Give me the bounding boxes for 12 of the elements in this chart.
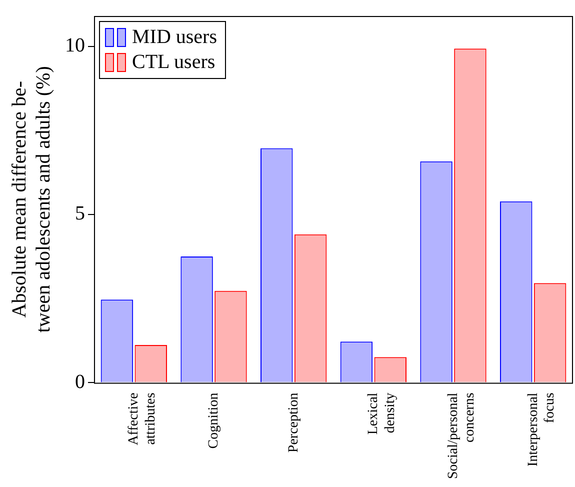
legend-label: MID users (132, 25, 217, 50)
y-tick-label: 5 (75, 202, 85, 225)
legend-label: CTL users (132, 50, 216, 75)
x-tick-label: Perception (286, 392, 302, 453)
x-tick-label: Interpersonal focus (526, 392, 558, 467)
y-tick-label: 10 (65, 34, 85, 57)
y-tick-label: 0 (75, 370, 85, 393)
y-axis-title: Absolute mean difference be- tween adolescents and adults (%) (8, 66, 54, 333)
x-tick-label: Affective attributes (126, 392, 158, 446)
x-tick-label: Cognition (206, 392, 222, 449)
x-tick-label: Lexical density (366, 392, 398, 435)
x-tick-label: Social/personal concerns (446, 392, 478, 479)
